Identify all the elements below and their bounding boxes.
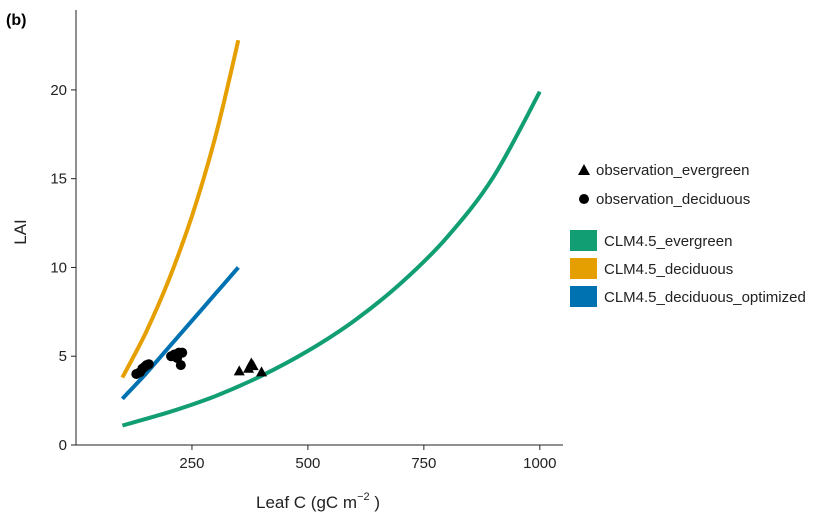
observation-deciduous-point	[175, 360, 186, 371]
x-axis-ticks: 250 500 750 1000	[179, 445, 556, 472]
observation-evergreen-point	[247, 360, 259, 371]
panel-label: (b)	[6, 12, 26, 29]
legend-triangle-icon	[578, 164, 590, 175]
series-line-clm4-5-deciduous-optimized	[120, 266, 240, 401]
legend-label: observation_evergreen	[596, 162, 749, 179]
observation-deciduous-point	[177, 347, 188, 358]
x-axis-title-main: Leaf C (gC m	[256, 493, 357, 512]
legend-swatch	[570, 230, 597, 251]
observation-evergreen-point	[243, 362, 255, 373]
series-line-clm4-5-deciduous	[120, 39, 241, 379]
y-tick-label: 20	[50, 82, 67, 99]
plot-area	[120, 39, 542, 428]
y-tick-label: 10	[50, 259, 67, 276]
series-line-clm4-5-evergreen	[121, 90, 542, 428]
observation-evergreen-point	[233, 365, 245, 376]
legend-label: CLM4.5_deciduous	[604, 261, 733, 278]
x-tick-label: 500	[295, 455, 320, 472]
y-tick-label: 0	[59, 437, 67, 454]
legend-label: observation_deciduous	[596, 191, 750, 208]
x-axis-title-superscript: −2	[357, 491, 370, 503]
legend-label: CLM4.5_evergreen	[604, 233, 732, 250]
legend-circle-icon	[579, 194, 589, 204]
observation-deciduous-point	[143, 359, 154, 370]
legend: observation_evergreen observation_deciduo…	[570, 162, 806, 307]
x-tick-label: 250	[179, 455, 204, 472]
x-tick-label: 1000	[523, 455, 556, 472]
x-tick-label: 750	[411, 455, 436, 472]
legend-label: CLM4.5_deciduous_optimized	[604, 289, 806, 306]
y-tick-label: 15	[50, 171, 67, 188]
y-axis-title: LAI	[11, 219, 30, 245]
y-axis-ticks: 0 5 10 15 20	[50, 82, 76, 454]
x-axis-title-close: )	[370, 493, 380, 512]
y-tick-label: 5	[59, 348, 67, 365]
x-axis-title: Leaf C (gC m−2 )	[256, 491, 380, 512]
legend-swatch	[570, 286, 597, 307]
observation-evergreen-point	[256, 366, 268, 377]
legend-swatch	[570, 258, 597, 279]
